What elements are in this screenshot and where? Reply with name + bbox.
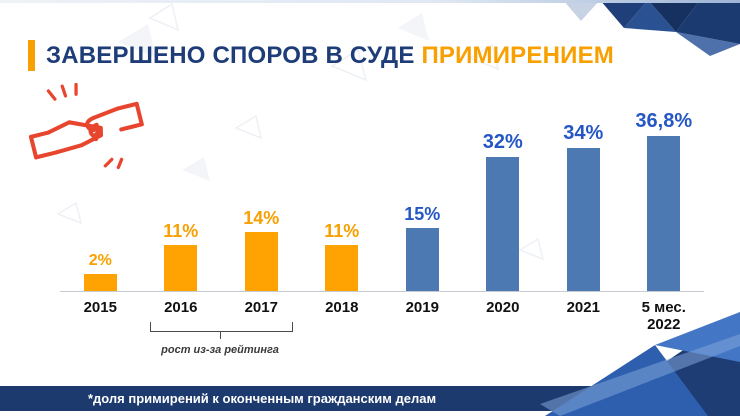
bar-value-label: 15% [404,204,441,224]
annotation-label: рост из-за рейтинга [161,344,279,356]
bar [486,157,520,291]
bar-value-label: 11% [163,221,199,241]
annotation-bracket [150,322,293,332]
chart-column: 15% [382,205,463,291]
bar [566,148,600,291]
bar-value-label: 2% [88,252,112,269]
title-block: ЗАВЕРШЕНО СПОРОВ В СУДЕ ПРИМИРЕНИЕМ [28,40,614,71]
footer-note: *доля примирений к оконченным граждански… [88,391,437,406]
page-title-main: ЗАВЕРШЕНО СПОРОВ В СУДЕ [46,41,415,69]
bar-value-label: 11% [324,221,360,241]
bar [405,228,439,291]
bar [164,245,198,291]
title-accent-bar [28,40,35,71]
bar-value-label: 32% [482,131,523,153]
top-accent-line [0,0,740,3]
chart-column: 36,8% [624,111,705,291]
chart-column: 2% [60,253,141,291]
handshake-icon [28,82,144,170]
category-label: 5 мес. 2022 [641,299,686,334]
bar-chart-plot: 2% 11% 14% 11% 15% 32% 34% 36,8% [60,96,704,292]
chart-column: 34% [543,123,624,291]
bar-value-label: 36,8% [635,110,693,132]
bar-value-label: 14% [243,208,280,228]
bar [647,136,681,291]
chart-column: 32% [463,132,544,291]
annotation-bracket-stem [220,331,221,339]
category-label: 2015 [83,299,117,316]
footer-bar: *доля примирений к оконченным граждански… [0,386,740,411]
chart-column: 14% [221,209,302,291]
chart-column: 11% [302,222,383,291]
page-title: ЗАВЕРШЕНО СПОРОВ В СУДЕ ПРИМИРЕНИЕМ [46,42,614,70]
category-label: 2018 [325,299,359,316]
category-label: 2016 [164,299,198,316]
bar-chart: 2% 11% 14% 11% 15% 32% 34% 36,8% 2015 2016 2017 20… [60,96,704,356]
bar [244,232,278,291]
chart-column: 11% [141,222,222,291]
bar-value-label: 34% [563,122,604,144]
category-label: 2020 [486,299,520,316]
category-label: 2019 [405,299,439,316]
category-label: 2017 [244,299,278,316]
bar [83,274,117,291]
category-label: 2021 [566,299,600,316]
bar [325,245,359,291]
page-title-accent: ПРИМИРЕНИЕМ [421,41,614,69]
